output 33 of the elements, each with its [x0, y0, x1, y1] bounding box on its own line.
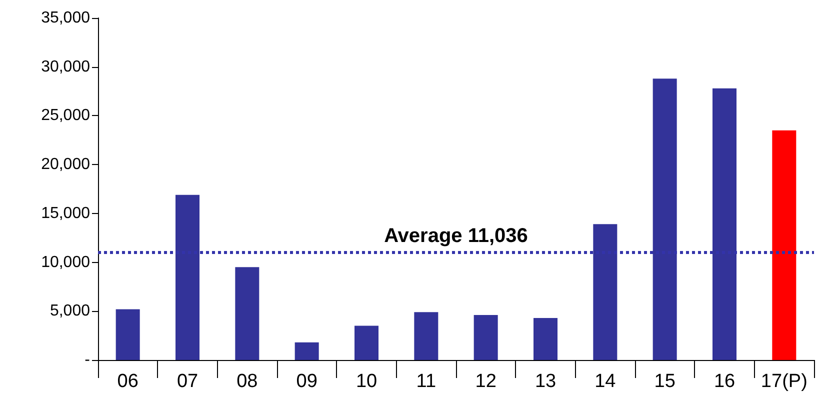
x-tick-label: 12 [475, 371, 496, 392]
bar [294, 342, 319, 360]
x-tick-label: 07 [176, 371, 198, 392]
ref-line-label: Average 11,036 [384, 225, 528, 248]
x-tick-label: 16 [714, 371, 736, 392]
bar [593, 224, 618, 360]
x-tick-label: 13 [534, 371, 556, 392]
y-tick-label: 30,000 [41, 58, 90, 76]
bar [176, 194, 200, 360]
x-tick-label: 17(P) [760, 371, 808, 392]
bar [474, 315, 498, 360]
x-tick-label: 15 [654, 371, 676, 392]
bar [652, 78, 677, 360]
bar [354, 326, 378, 360]
bar [534, 318, 558, 360]
y-tick-label: 5,000 [50, 302, 90, 320]
x-tick-label: 10 [356, 371, 378, 392]
y-tick-label: 25,000 [41, 107, 90, 124]
x-tick-label: 14 [594, 371, 616, 392]
y-tick-label: 35,000 [41, 10, 90, 26]
y-tick-label: 20,000 [41, 156, 90, 174]
bar [772, 130, 796, 360]
y-tick-label: 10,000 [41, 254, 90, 271]
x-tick-label: 11 [416, 371, 436, 392]
x-tick-label: 09 [296, 371, 318, 392]
bar [235, 267, 260, 360]
y-tick-label: - [84, 352, 90, 368]
x-tick-label: 08 [236, 371, 258, 392]
x-tick-label: 06 [117, 371, 138, 392]
bar [116, 309, 140, 360]
bar [712, 88, 736, 360]
y-tick-label: 15,000 [41, 204, 90, 222]
bar [414, 312, 438, 360]
